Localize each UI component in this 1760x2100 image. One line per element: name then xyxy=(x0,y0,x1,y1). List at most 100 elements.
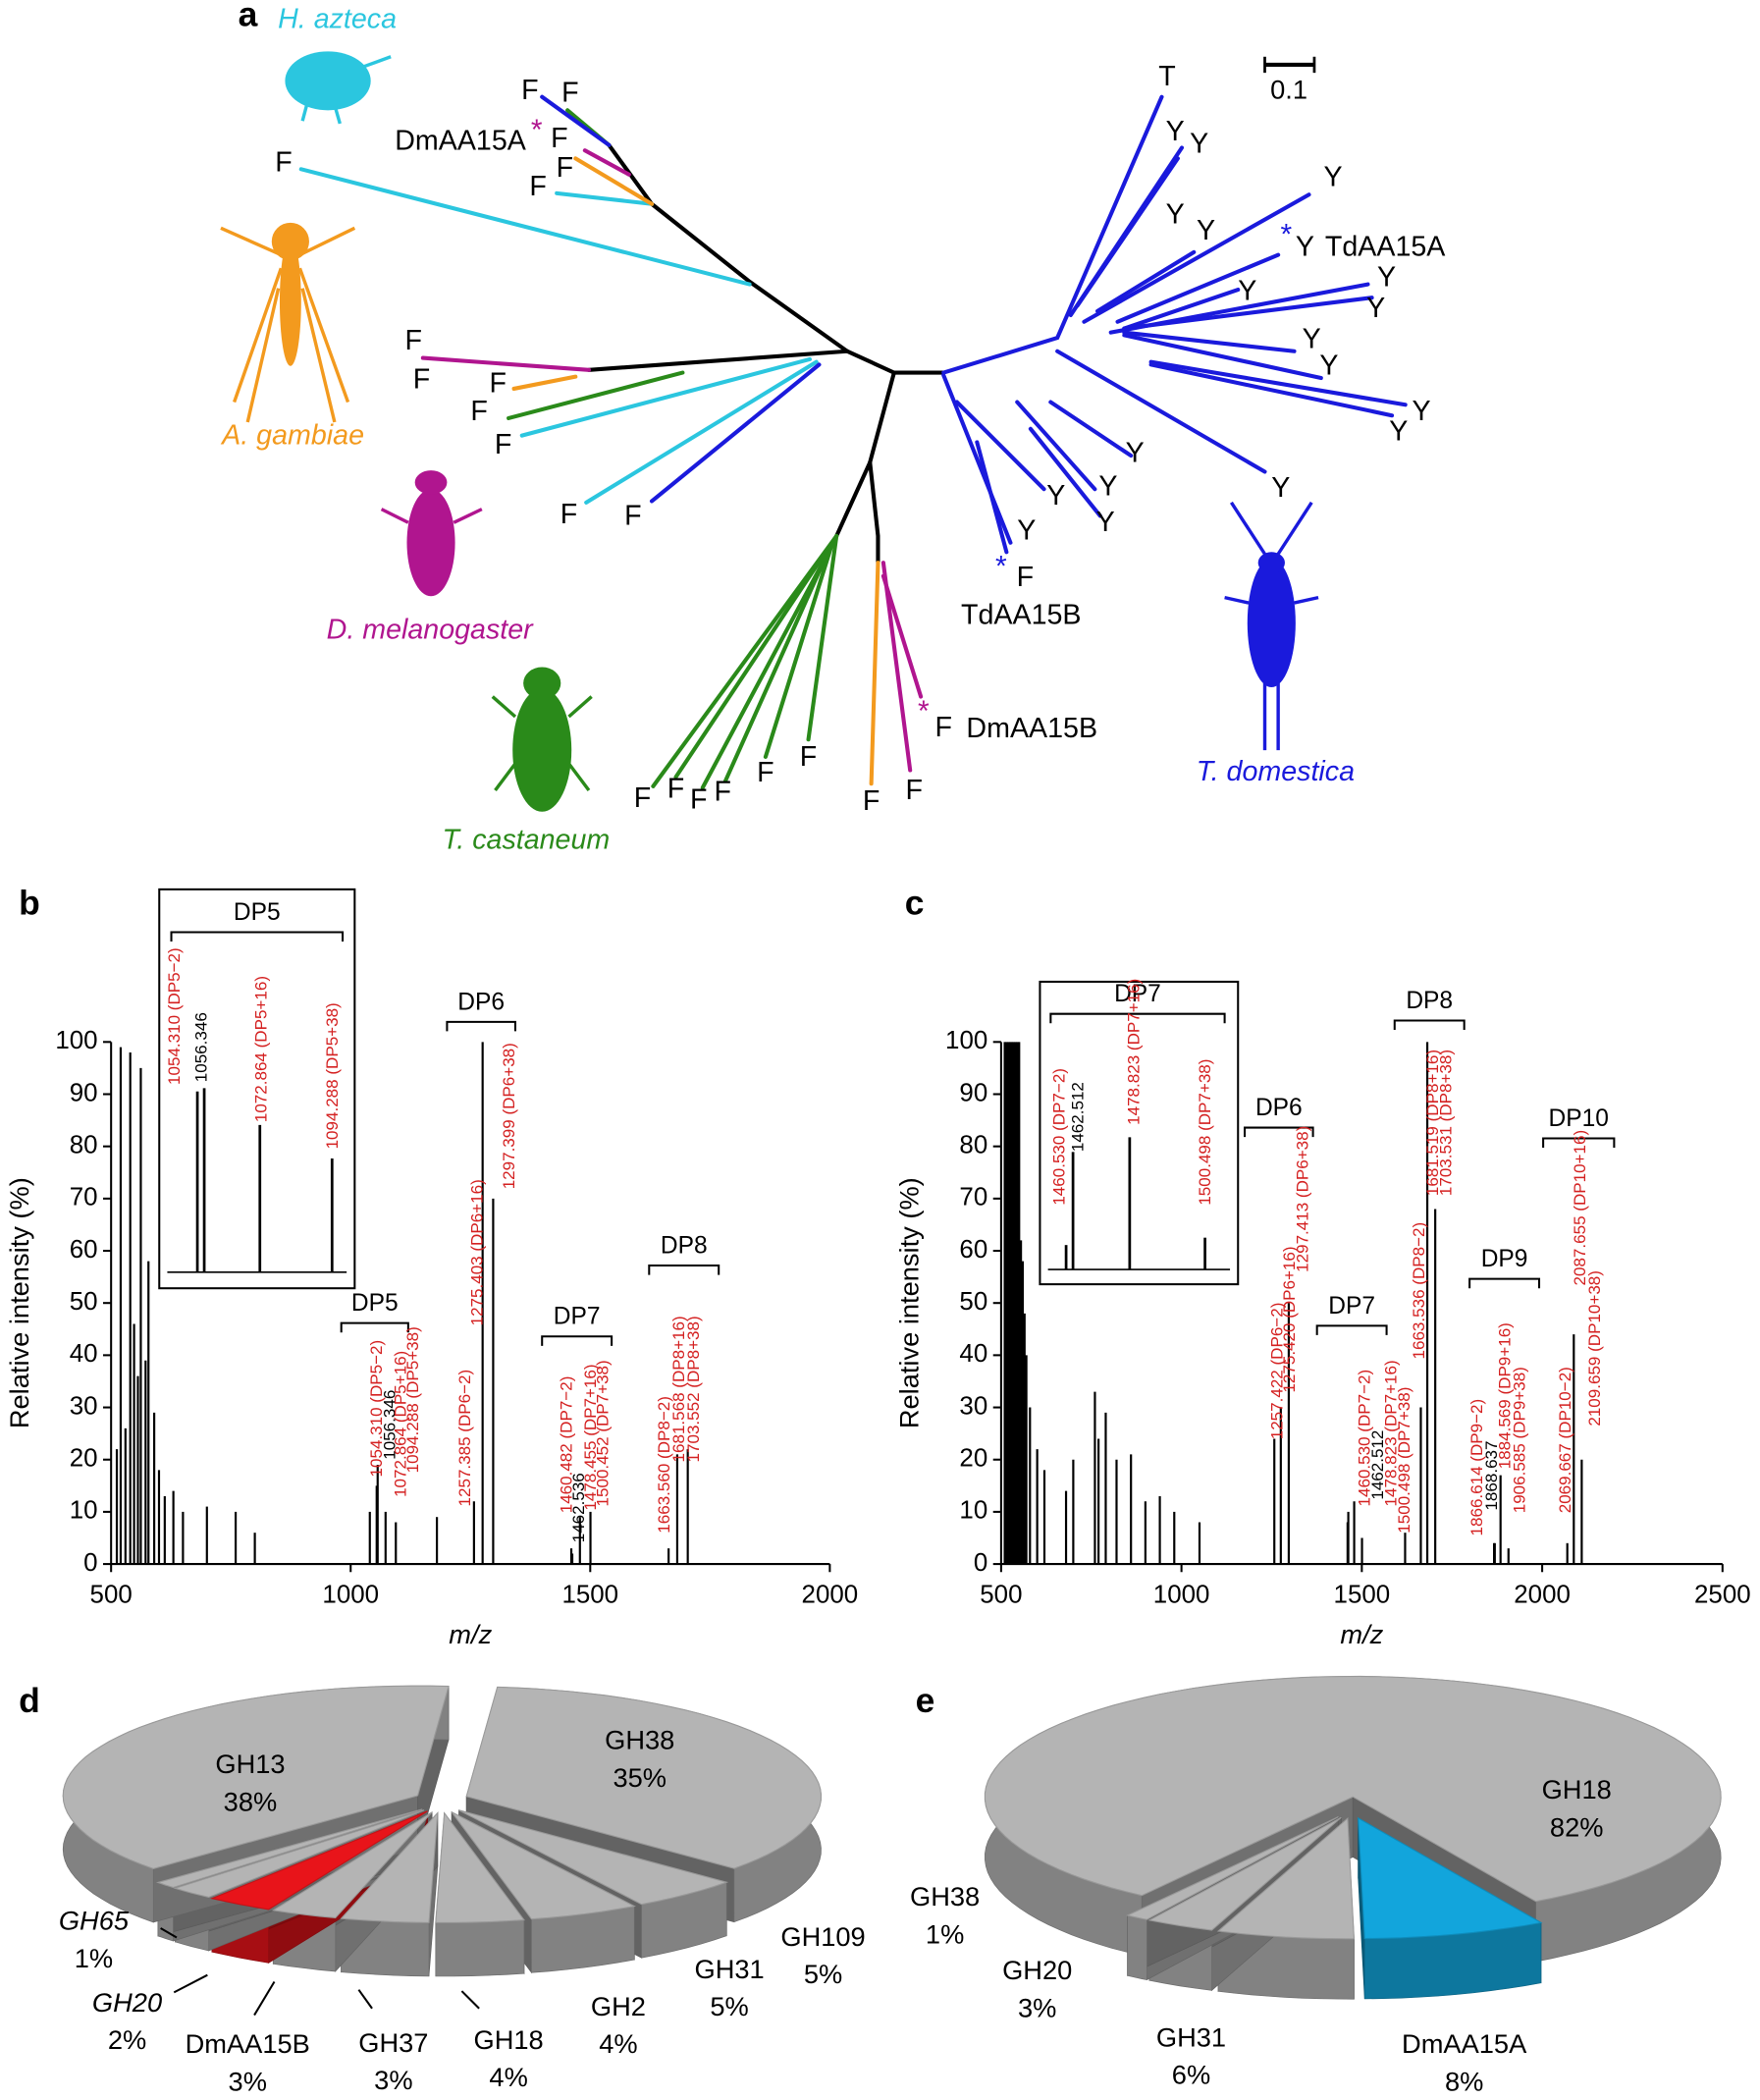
y-tick-label: 0 xyxy=(83,1549,97,1577)
leaf-label: F xyxy=(667,774,685,805)
leaf-label: Y xyxy=(1098,470,1117,502)
x-tick-label: 1500 xyxy=(561,1582,618,1609)
tree-branch xyxy=(880,573,924,699)
group-bracket xyxy=(340,1321,409,1333)
leaf-label: F xyxy=(715,776,732,807)
peak-annotation: 1868.637 xyxy=(1482,1440,1501,1510)
x-tick-label: 2500 xyxy=(1694,1582,1751,1609)
peak-annotation: 1478.455 (DP7+16) xyxy=(581,1364,600,1510)
peak-annotation: 1094.288 (DP5+38) xyxy=(403,1326,422,1473)
peak-annotation: 1703.552 (DP8+38) xyxy=(684,1316,703,1462)
leaf-label: Y xyxy=(1197,215,1215,246)
panel-letter: e xyxy=(916,1681,935,1720)
tree-branch xyxy=(651,533,839,788)
slice-value-label: 4% xyxy=(489,2062,527,2092)
organism-icon xyxy=(567,695,593,719)
peak-annotation: 1054.310 (DP5−2) xyxy=(367,1340,386,1478)
tree-branch xyxy=(763,540,835,759)
organism-icon xyxy=(567,762,591,792)
protein-name: TdAA15A xyxy=(1325,231,1446,262)
organism-icon xyxy=(360,55,392,70)
leaf-label: Y xyxy=(1377,262,1396,294)
peak-annotation: 2109.659 (DP10+38) xyxy=(1585,1270,1604,1427)
slice-value-label: 1% xyxy=(75,1943,113,1973)
slice xyxy=(1147,1816,1342,1931)
peak-annotation: 1500.452 (DP7+38) xyxy=(593,1360,612,1506)
leaf-label: F xyxy=(551,123,568,154)
leaf-label: Y xyxy=(1303,323,1321,354)
slice-label: GH31 xyxy=(1156,2021,1226,2052)
tree-branch xyxy=(1122,287,1241,331)
group-bracket xyxy=(170,931,345,942)
panel-letter: d xyxy=(19,1681,40,1720)
tree-branch xyxy=(584,359,819,505)
peak-annotation: 1663.560 (DP8−2) xyxy=(655,1396,673,1534)
slice-value-label: 82% xyxy=(1550,1811,1604,1842)
organism-icon xyxy=(523,667,561,700)
leaf-label: Y xyxy=(1190,128,1208,159)
slice xyxy=(451,1811,636,1920)
y-tick-label: 20 xyxy=(959,1445,987,1473)
leader-line xyxy=(357,1989,373,2010)
x-tick-label: 500 xyxy=(90,1582,133,1609)
organism-icon xyxy=(1275,501,1313,558)
tree-branch xyxy=(806,533,839,742)
organism-icon xyxy=(1294,595,1319,605)
leaf-label: F xyxy=(935,712,953,743)
y-tick-label: 30 xyxy=(70,1392,98,1420)
organism-icon xyxy=(220,226,283,257)
y-tick-label: 70 xyxy=(70,1184,98,1212)
species-label: H. azteca xyxy=(278,4,397,35)
y-tick-label: 0 xyxy=(974,1549,987,1577)
y-tick-label: 90 xyxy=(959,1079,987,1106)
organism-icon xyxy=(380,508,409,524)
slice-value-label: 8% xyxy=(1445,2066,1483,2096)
panel-letter: a xyxy=(239,0,258,33)
y-tick-label: 50 xyxy=(70,1288,98,1316)
panel-letter: b xyxy=(19,884,40,923)
slice-value-label: 35% xyxy=(613,1762,667,1793)
leaf-label: Y xyxy=(1046,480,1065,512)
organism-icon xyxy=(271,222,309,261)
slice-label: GH18 xyxy=(474,2024,544,2055)
slice xyxy=(458,1809,729,1906)
organism-icon xyxy=(298,226,356,257)
organism-icon xyxy=(1257,552,1285,574)
slice-value-label: 5% xyxy=(804,1959,842,1989)
tree-branch xyxy=(975,440,1009,555)
group-label: DP7 xyxy=(1114,981,1161,1007)
tree-branch xyxy=(1048,400,1134,458)
group-bracket xyxy=(1468,1277,1541,1289)
group-label: DP5 xyxy=(234,899,281,926)
peak-annotation: 1462.536 xyxy=(569,1473,588,1542)
y-tick-label: 80 xyxy=(959,1132,987,1159)
slice-label: GH31 xyxy=(695,1954,765,1984)
slice-label: DmAA15B xyxy=(186,2028,310,2059)
organism-icon xyxy=(1247,559,1296,687)
peak-annotation: 1500.498 (DP7+38) xyxy=(1395,1387,1413,1534)
slice xyxy=(1125,1816,1339,1920)
y-tick-label: 10 xyxy=(959,1497,987,1525)
group-bracket xyxy=(446,1020,516,1032)
leaf-label: Y xyxy=(1166,116,1185,147)
organism-icon xyxy=(245,288,281,423)
scale-label: 0.1 xyxy=(1270,74,1307,104)
tree-branch xyxy=(649,362,822,504)
leaf-label: F xyxy=(624,500,641,531)
group-label: DP7 xyxy=(554,1304,601,1330)
species-label: T. castaneum xyxy=(442,824,610,855)
peak-annotation: 1460.482 (DP7−2) xyxy=(558,1376,576,1514)
slice-wall xyxy=(1127,1914,1147,1980)
organism-icon xyxy=(1229,501,1268,558)
y-tick-label: 100 xyxy=(55,1027,97,1054)
leaf-label: F xyxy=(863,785,880,817)
group-label: DP5 xyxy=(351,1290,399,1317)
tree-branch xyxy=(1075,156,1180,308)
x-tick-label: 1500 xyxy=(1334,1582,1391,1609)
y-tick-label: 30 xyxy=(959,1392,987,1420)
peak-annotation: 1072.864 (DP5+16) xyxy=(252,976,271,1122)
y-tick-label: 100 xyxy=(945,1027,987,1054)
y-tick-label: 40 xyxy=(959,1340,987,1368)
peak-annotation: 1478.823 (DP7+16) xyxy=(1382,1360,1401,1506)
